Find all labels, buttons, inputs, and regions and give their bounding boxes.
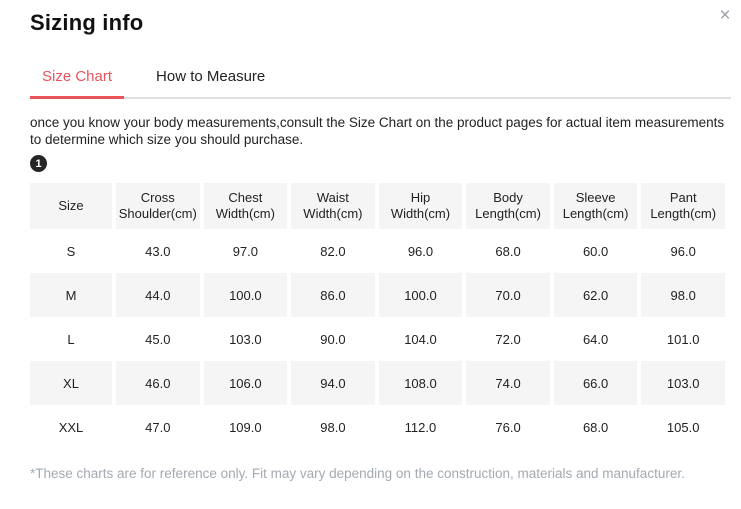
measurement-cell: 112.0: [378, 405, 463, 449]
footnote-text: *These charts are for reference only. Fi…: [30, 466, 685, 481]
column-header: Size: [30, 183, 112, 229]
measurement-cell: 105.0: [641, 405, 725, 449]
size-chart-header: Size Cross Shoulder(cm) Chest Width(cm) Wai…: [30, 183, 725, 229]
column-header: Sleeve Length(cm): [553, 183, 638, 229]
measurement-cell: 60.0: [553, 229, 638, 273]
size-cell: L: [30, 317, 112, 361]
measurement-cell: 106.0: [203, 361, 288, 405]
size-cell: M: [30, 273, 112, 317]
close-icon[interactable]: ×: [713, 4, 737, 28]
size-cell: S: [30, 229, 112, 273]
measurement-cell: 46.0: [116, 361, 200, 405]
measurement-cell: 96.0: [378, 229, 463, 273]
size-cell: XXL: [30, 405, 112, 449]
measurement-cell: 70.0: [466, 273, 550, 317]
measurement-cell: 68.0: [553, 405, 638, 449]
tab-bar: Size Chart How to Measure: [30, 62, 731, 99]
measurement-cell: 72.0: [466, 317, 550, 361]
measurement-cell: 103.0: [641, 361, 725, 405]
table-row: S 43.0 97.0 82.0 96.0 68.0 60.0 96.0: [30, 229, 725, 273]
table-row: L 45.0 103.0 90.0 104.0 72.0 64.0 101.0: [30, 317, 725, 361]
table-row: XL 46.0 106.0 94.0 108.0 74.0 66.0 103.0: [30, 361, 725, 405]
measurement-cell: 66.0: [553, 361, 638, 405]
measurement-cell: 74.0: [466, 361, 550, 405]
size-chart-table: Size Cross Shoulder(cm) Chest Width(cm) Wai…: [26, 183, 729, 449]
column-header: Waist Width(cm): [291, 183, 375, 229]
measurement-cell: 44.0: [116, 273, 200, 317]
measurement-cell: 100.0: [378, 273, 463, 317]
tab-size-chart[interactable]: Size Chart: [30, 62, 125, 99]
measurement-cell: 82.0: [291, 229, 375, 273]
page-title: Sizing info: [30, 10, 144, 35]
measurement-cell: 109.0: [203, 405, 288, 449]
measurement-cell: 64.0: [553, 317, 638, 361]
size-cell: XL: [30, 361, 112, 405]
description-text: once you know your body measurements,con…: [30, 115, 725, 147]
column-header: Body Length(cm): [466, 183, 550, 229]
measurement-cell: 76.0: [466, 405, 550, 449]
measurement-cell: 98.0: [291, 405, 375, 449]
measurement-cell: 62.0: [553, 273, 638, 317]
measurement-cell: 43.0: [116, 229, 200, 273]
column-header: Chest Width(cm): [203, 183, 288, 229]
measurement-cell: 86.0: [291, 273, 375, 317]
measurement-cell: 45.0: [116, 317, 200, 361]
measurement-cell: 104.0: [378, 317, 463, 361]
measurement-cell: 108.0: [378, 361, 463, 405]
measurement-cell: 97.0: [203, 229, 288, 273]
measurement-cell: 94.0: [291, 361, 375, 405]
measurement-cell: 100.0: [203, 273, 288, 317]
measurement-cell: 47.0: [116, 405, 200, 449]
measurement-cell: 90.0: [291, 317, 375, 361]
measurement-cell: 101.0: [641, 317, 725, 361]
measurement-cell: 98.0: [641, 273, 725, 317]
table-row: XXL 47.0 109.0 98.0 112.0 76.0 68.0 105.0: [30, 405, 725, 449]
column-header: Cross Shoulder(cm): [116, 183, 200, 229]
measurement-cell: 96.0: [641, 229, 725, 273]
column-header: Pant Length(cm): [641, 183, 725, 229]
step-1-badge: 1: [30, 155, 47, 172]
table-row: M 44.0 100.0 86.0 100.0 70.0 62.0 98.0: [30, 273, 725, 317]
measurement-cell: 68.0: [466, 229, 550, 273]
measurement-cell: 103.0: [203, 317, 288, 361]
column-header: Hip Width(cm): [378, 183, 463, 229]
tab-how-to-measure[interactable]: How to Measure: [144, 62, 277, 97]
